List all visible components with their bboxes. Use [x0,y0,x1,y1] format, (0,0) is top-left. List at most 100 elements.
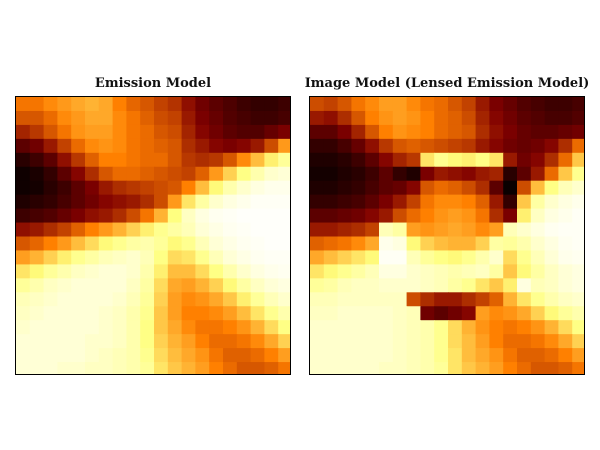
image-cell-1-11 [461,110,477,126]
image-cell-4-5 [379,152,394,168]
emission-cell-12-0 [16,264,31,279]
emission-cell-11-12 [181,250,196,265]
emission-cell-12-12 [181,264,196,279]
image-cell-3-15 [517,138,532,154]
emission-cell-6-4 [71,180,86,196]
emission-cell-13-17 [250,278,265,293]
emission-cell-16-1 [29,320,45,335]
emission-cell-4-18 [264,152,279,168]
image-cell-6-7 [406,180,421,196]
emission-cell-7-10 [154,194,169,210]
image-cell-11-6 [392,250,408,265]
image-cell-4-2 [337,152,352,168]
image-cell-16-1 [323,320,339,335]
image-cell-15-6 [392,306,408,321]
emission-cell-10-14 [209,236,224,252]
emission-cell-0-10 [154,97,169,112]
emission-cell-18-17 [250,348,265,363]
emission-cell-5-15 [223,166,238,182]
image-cell-15-12 [475,306,490,321]
emission-cell-6-16 [236,180,252,196]
emission-cell-1-3 [57,110,72,126]
emission-cell-8-13 [195,208,210,224]
emission-cell-4-14 [209,152,224,168]
emission-cell-8-1 [29,208,45,224]
image-cell-17-12 [475,334,490,349]
image-cell-12-0 [310,264,325,279]
emission-cell-18-14 [209,348,224,363]
image-cell-13-10 [448,278,463,293]
image-cell-9-16 [530,222,546,238]
image-cell-5-6 [392,166,408,182]
image-cell-14-6 [392,292,408,307]
emission-cell-8-5 [85,208,100,224]
emission-cell-2-0 [16,124,31,140]
image-cell-3-13 [489,138,504,154]
emission-cell-9-7 [112,222,127,238]
emission-cell-12-14 [209,264,224,279]
emission-cell-5-18 [264,166,279,182]
emission-cell-7-11 [167,194,183,210]
emission-cell-18-15 [223,348,238,363]
image-cell-10-14 [503,236,518,252]
image-cell-1-18 [558,110,573,126]
emission-cell-14-10 [154,292,169,307]
image-cell-7-10 [448,194,463,210]
image-cell-2-13 [489,124,504,140]
emission-cell-7-0 [16,194,31,210]
emission-cell-17-5 [85,334,100,349]
emission-cell-1-8 [126,110,141,126]
image-cell-18-7 [406,348,421,363]
emission-cell-19-19 [278,362,290,374]
emission-cell-10-11 [167,236,183,252]
emission-cell-1-2 [43,110,58,126]
emission-cell-7-4 [71,194,86,210]
emission-cell-12-19 [278,264,290,279]
emission-cell-11-13 [195,250,210,265]
emission-cell-11-4 [71,250,86,265]
emission-cell-1-11 [167,110,183,126]
emission-cell-4-11 [167,152,183,168]
image-cell-12-16 [530,264,546,279]
emission-cell-15-12 [181,306,196,321]
image-cell-1-8 [420,110,435,126]
emission-cell-17-17 [250,334,265,349]
emission-cell-3-0 [16,138,31,154]
emission-cell-18-7 [112,348,127,363]
image-cell-12-14 [503,264,518,279]
emission-cell-18-11 [167,348,183,363]
image-cell-15-0 [310,306,325,321]
emission-cell-5-8 [126,166,141,182]
image-cell-11-3 [351,250,366,265]
emission-cell-10-18 [264,236,279,252]
emission-cell-2-18 [264,124,279,140]
emission-cell-4-19 [278,152,290,168]
image-cell-10-5 [379,236,394,252]
emission-cell-7-9 [140,194,155,210]
image-cell-14-10 [448,292,463,307]
emission-cell-4-13 [195,152,210,168]
emission-cell-17-6 [98,334,114,349]
emission-cell-19-5 [85,362,100,374]
emission-cell-5-4 [71,166,86,182]
image-cell-12-13 [489,264,504,279]
image-cell-17-0 [310,334,325,349]
emission-cell-7-6 [98,194,114,210]
emission-cell-8-17 [250,208,265,224]
emission-cell-5-16 [236,166,252,182]
image-cell-8-19 [572,208,584,224]
emission-cell-12-8 [126,264,141,279]
image-cell-19-3 [351,362,366,374]
emission-cell-6-1 [29,180,45,196]
emission-cell-8-6 [98,208,114,224]
emission-cell-11-8 [126,250,141,265]
image-cell-3-18 [558,138,573,154]
emission-cell-4-0 [16,152,31,168]
image-cell-6-15 [517,180,532,196]
emission-cell-5-3 [57,166,72,182]
image-cell-6-1 [323,180,339,196]
emission-cell-1-18 [264,110,279,126]
emission-cell-8-15 [223,208,238,224]
image-cell-5-7 [406,166,421,182]
image-cell-0-17 [544,97,559,112]
